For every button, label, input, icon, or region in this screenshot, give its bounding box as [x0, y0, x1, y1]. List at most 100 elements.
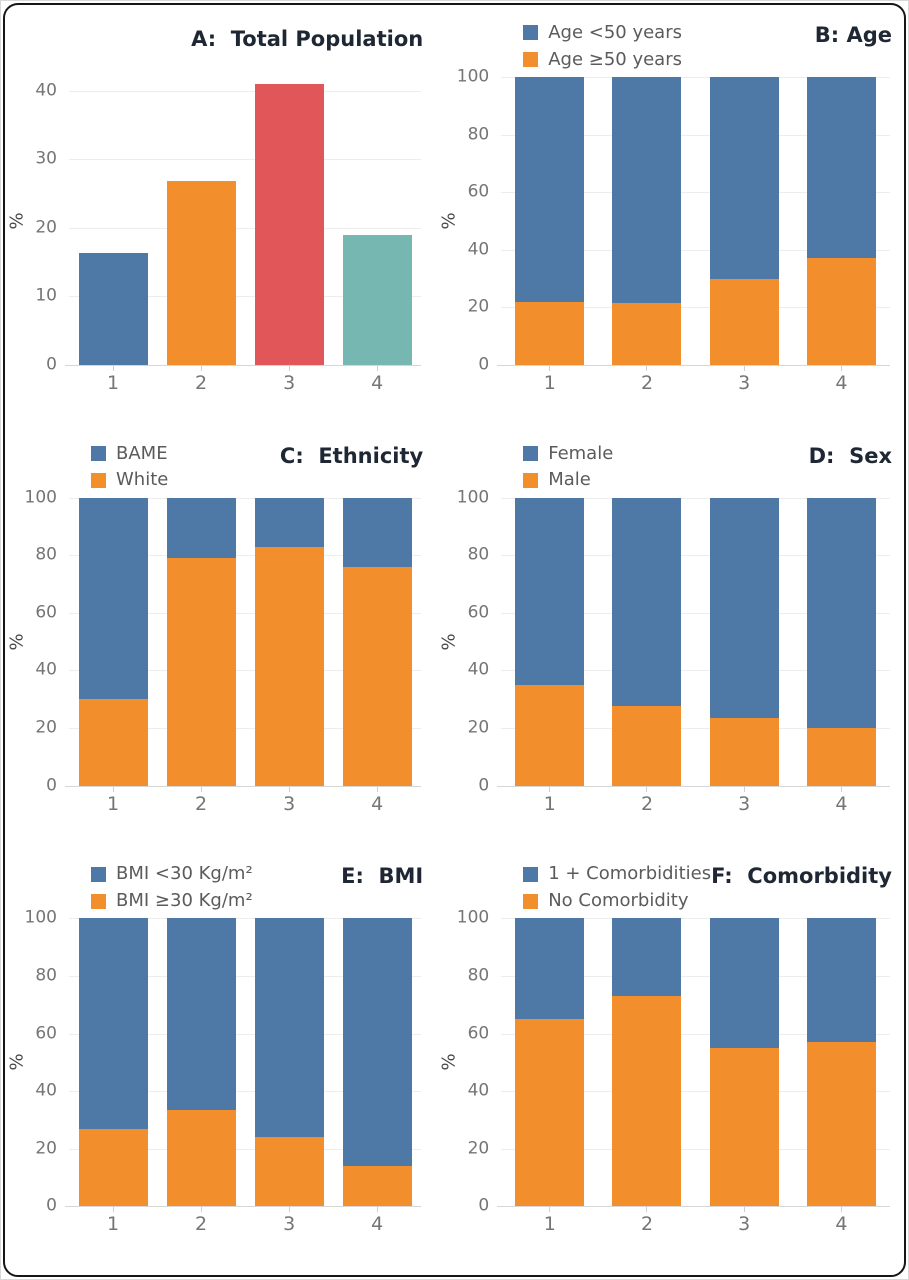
x-tick-mark — [376, 786, 378, 792]
y-axis-label: % — [438, 212, 460, 230]
x-tick-mark — [200, 786, 202, 792]
legend-item: BMI <30 Kg/m² — [91, 864, 253, 884]
y-tick-label: 40 — [35, 659, 57, 680]
bar-segment — [78, 1128, 148, 1207]
bar-segment — [342, 566, 412, 786]
gridline — [69, 728, 422, 730]
bar-2 — [166, 181, 236, 365]
x-tick-mark — [840, 1207, 842, 1213]
x-tick: 3 — [255, 1207, 324, 1234]
gridline — [69, 497, 422, 499]
y-axis-label: % — [438, 1053, 460, 1071]
x-tick-mark — [549, 366, 551, 371]
x-tick-mark — [646, 1207, 648, 1213]
chart-header-F: 1 + Comorbidities No Comorbidity F: Comorb… — [443, 854, 900, 918]
x-tick-mark — [549, 1207, 551, 1213]
x-tick-mark — [288, 366, 290, 371]
bar-segment — [78, 918, 148, 1129]
plot-area-E: 0 20 40 60 80 100% — [7, 909, 422, 1214]
x-tick-mark — [646, 786, 648, 792]
plot-wrap-B: 0 20 40 60 80 100% — [439, 68, 890, 373]
gridline — [501, 497, 890, 499]
legend-label: Age <50 years — [548, 22, 682, 43]
bar-segment — [166, 1109, 236, 1207]
legend-item: No Comorbidity — [523, 891, 711, 911]
bar-segment — [806, 1042, 876, 1207]
chart-header-D: Female Male D: Sex — [443, 434, 900, 498]
legend-label: BMI ≥30 Kg/m² — [116, 890, 253, 912]
bar-4 — [342, 234, 412, 365]
stacked-bar-3 — [709, 918, 779, 1207]
plot-wrap-F: 0 20 40 60 80 100% — [439, 909, 890, 1214]
y-tick-label: 60 — [35, 1023, 57, 1044]
x-tick-label: 4 — [835, 372, 848, 394]
y-tick-label: 40 — [467, 1080, 490, 1101]
stacked-bar-4 — [806, 918, 876, 1207]
x-tick-mark — [743, 1207, 745, 1213]
chart-panel-C: BAME White C: Ethnicity 0 20 40 60 80 100% 1 2 3 4 — [7, 432, 431, 853]
chart-header-C: BAME White C: Ethnicity — [11, 434, 431, 498]
plot-wrap-E: 0 20 40 60 80 100% — [7, 909, 422, 1214]
legend-F: 1 + Comorbidities No Comorbidity — [523, 864, 711, 911]
x-tick-label: 2 — [195, 792, 208, 815]
x-tick: 4 — [807, 366, 876, 393]
legend-item: Age ≥50 years — [523, 49, 682, 70]
y-tick-label: 100 — [456, 66, 490, 87]
bar-segment — [612, 706, 682, 786]
x-tick-mark — [743, 786, 745, 792]
legend-swatch-icon — [91, 446, 106, 462]
bar-segment — [254, 1137, 324, 1207]
x-tick-mark — [200, 1207, 202, 1213]
stacked-bar-3 — [254, 918, 324, 1207]
x-tick: 2 — [167, 1207, 236, 1234]
x-labels: 1 2 3 4 — [501, 786, 890, 815]
bar-segment — [709, 278, 779, 365]
plot-area-D: 0 20 40 60 80 100% — [439, 489, 890, 794]
x-tick-label: 4 — [835, 1213, 848, 1236]
x-tick-label: 4 — [371, 372, 384, 394]
x-tick-mark — [376, 1207, 378, 1213]
x-tick: 1 — [515, 786, 584, 815]
bar-segment — [342, 1166, 412, 1207]
x-labels: 1 2 3 4 — [501, 1207, 890, 1234]
x-tick-label: 2 — [195, 372, 208, 394]
x-tick: 4 — [807, 786, 876, 815]
y-tick-label: 20 — [35, 217, 57, 238]
x-tick-label: 1 — [106, 792, 120, 815]
stacked-bar-4 — [342, 918, 412, 1207]
stacked-bar-2 — [612, 497, 682, 786]
bar-segment — [806, 497, 876, 729]
legend-B: Age <50 years Age ≥50 years — [523, 23, 682, 70]
stacked-bar-1 — [515, 497, 585, 786]
gridline — [501, 612, 890, 614]
bar-segment — [709, 918, 779, 1048]
x-tick-label: 2 — [195, 1213, 208, 1236]
plot-area-F: 0 20 40 60 80 100% — [439, 909, 890, 1214]
plot-area-B: 0 20 40 60 80 100% — [439, 68, 890, 373]
y-tick-label: 0 — [46, 354, 57, 375]
x-labels: 1 2 3 4 — [69, 366, 421, 393]
gridline — [69, 1148, 422, 1150]
x-tick-mark — [743, 366, 745, 371]
x-tick-label: 4 — [835, 792, 848, 815]
x-axis-line — [497, 365, 890, 366]
bar-segment — [515, 301, 585, 365]
chart-header-B: Age <50 years Age ≥50 years B: Age — [443, 13, 900, 77]
bar-segment — [612, 996, 682, 1207]
y-tick-label: 100 — [24, 907, 57, 928]
x-tick-mark — [840, 366, 842, 371]
legend-label: BAME — [116, 442, 168, 464]
x-tick-label: 2 — [640, 792, 654, 815]
x-tick-label: 1 — [543, 792, 556, 815]
y-tick-label: 100 — [456, 487, 490, 508]
legend-E: BMI <30 Kg/m² BMI ≥30 Kg/m² — [91, 864, 253, 911]
stacked-bar-3 — [254, 497, 324, 786]
stacked-bar-1 — [78, 497, 148, 786]
legend-label: White — [116, 469, 169, 491]
legend-label: Female — [548, 442, 614, 464]
gridline — [69, 159, 422, 161]
legend-swatch-icon — [523, 866, 539, 882]
plot-wrap-A: 0 10 20 30 40% — [7, 77, 422, 373]
x-tick-label: 2 — [640, 372, 654, 394]
x-tick-label: 3 — [738, 1213, 751, 1236]
